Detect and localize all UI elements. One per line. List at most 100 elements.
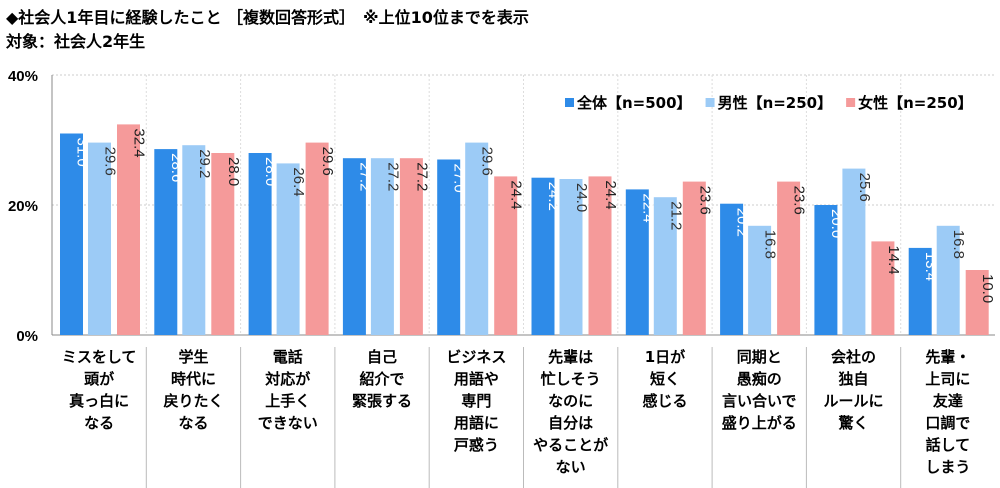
category-label: ない	[556, 458, 586, 476]
category-label: ルールに	[824, 392, 884, 410]
data-label: 31.0	[74, 138, 91, 167]
legend-label: 男性【n=250】	[718, 94, 833, 112]
chart-title: ◆社会人1年目に経験したこと ［複数回答形式］ ※上位10位までを表示	[6, 8, 529, 27]
category-label: 上司に	[925, 370, 970, 388]
category-label: 自分は	[548, 414, 593, 432]
legend-swatch	[846, 98, 856, 107]
bar	[559, 179, 583, 335]
legend-swatch	[705, 98, 715, 107]
data-label: 24.2	[545, 182, 562, 211]
chart-subtitle: 対象：社会人2年生	[6, 32, 146, 51]
bar	[370, 158, 394, 335]
bar	[720, 203, 744, 335]
data-label: 24.4	[602, 180, 619, 209]
bar	[494, 176, 518, 335]
bar	[154, 149, 178, 335]
bar	[60, 133, 83, 335]
data-label: 29.6	[479, 147, 496, 176]
category-label: できない	[258, 414, 318, 432]
legend-label: 女性【n=250】	[858, 94, 973, 112]
category-label: 言い合いで	[722, 392, 797, 410]
data-label: 24.4	[508, 180, 525, 209]
category-label: 用語に	[454, 414, 499, 432]
bar	[531, 177, 555, 335]
bar	[653, 197, 677, 335]
category-label: 話して	[926, 436, 971, 454]
data-label: 27.2	[413, 162, 430, 191]
category-label: 紹介で	[360, 370, 405, 388]
category-label: しまう	[925, 458, 970, 476]
data-label: 21.2	[667, 201, 684, 230]
data-label: 27.2	[356, 162, 373, 191]
category-label: 対応が	[264, 370, 311, 388]
legend-swatch	[565, 98, 574, 107]
category-label: 会社の	[831, 348, 876, 366]
data-label: 32.4	[131, 128, 148, 157]
category-label: 専門	[461, 392, 491, 410]
bar	[625, 189, 649, 335]
bar	[248, 153, 272, 335]
data-label: 16.8	[762, 230, 779, 259]
bar	[908, 247, 932, 335]
category-label: 学生	[178, 348, 208, 366]
category-label: 忙しそう	[541, 370, 601, 388]
category-label: 戸惑う	[454, 436, 499, 454]
data-label: 23.6	[791, 186, 808, 215]
bar	[814, 205, 838, 335]
bar	[88, 142, 111, 335]
category-label: 短く	[650, 370, 680, 388]
data-label: 29.6	[319, 147, 336, 176]
data-label: 22.4	[639, 193, 656, 222]
category-label: 同期と	[737, 348, 782, 366]
category-label: 驚く	[838, 414, 869, 432]
data-label: 29.6	[102, 147, 119, 176]
category-label: なる	[84, 414, 114, 432]
category-label: 先輩は	[548, 348, 593, 366]
data-label: 27.2	[384, 162, 401, 191]
category-label: 独自	[839, 370, 869, 388]
category-label: 戻りたく	[162, 392, 223, 410]
category-label: 緊張する	[352, 392, 412, 410]
data-label: 20.2	[734, 208, 751, 237]
bar	[936, 225, 960, 335]
y-tick-label: 0%	[16, 328, 38, 345]
category-label: 真っ白に	[69, 392, 129, 410]
bar	[276, 163, 300, 335]
data-label: 24.0	[573, 183, 590, 212]
category-label: 頭が	[84, 370, 115, 388]
category-label: なる	[178, 414, 208, 432]
data-label: 16.8	[950, 230, 967, 259]
bar	[182, 145, 206, 335]
category-label: 上手く	[265, 392, 310, 410]
legend-label: 全体【n=500】	[576, 94, 692, 112]
bar	[465, 142, 489, 335]
bar	[117, 124, 140, 336]
bar	[342, 158, 366, 335]
category-label: 盛り上がる	[722, 414, 797, 432]
y-tick-label: 20%	[8, 198, 38, 215]
bar	[437, 159, 461, 335]
data-label: 13.4	[922, 252, 939, 281]
bar	[305, 142, 329, 335]
bar	[842, 168, 866, 335]
category-label: ミスをして	[62, 348, 137, 366]
data-label: 28.6	[168, 153, 185, 182]
data-label: 25.6	[856, 173, 873, 202]
data-label: 14.4	[885, 245, 902, 274]
bar	[682, 181, 706, 335]
bar	[871, 241, 895, 335]
data-label: 29.2	[196, 149, 213, 178]
data-label: 26.4	[290, 167, 307, 196]
category-label: 愚痴の	[737, 370, 782, 388]
bar	[588, 176, 612, 335]
data-label: 10.0	[979, 274, 996, 303]
data-label: 28.0	[225, 157, 242, 186]
data-label: 23.6	[696, 186, 713, 215]
bar	[211, 153, 235, 335]
category-label: ビジネス	[446, 348, 506, 366]
category-label: なのに	[548, 392, 593, 410]
category-label: 1日が	[645, 348, 686, 366]
category-label: 友達	[933, 392, 963, 410]
category-label: 感じる	[642, 392, 687, 410]
